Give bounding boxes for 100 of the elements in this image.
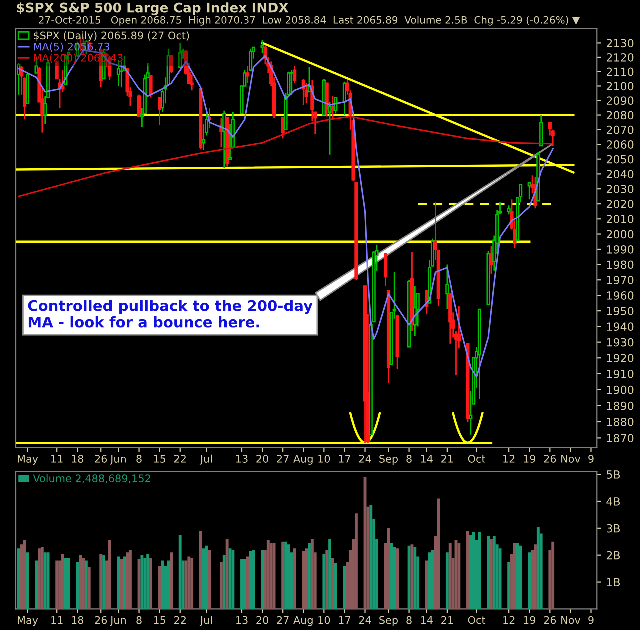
- bar: [150, 558, 152, 610]
- x-tick-label: 10: [318, 616, 330, 624]
- y-tick-label: 1980: [607, 260, 634, 270]
- y-tick-label: 1880: [607, 418, 634, 426]
- y-tick-label: 2050: [606, 155, 634, 164]
- bar: [220, 562, 223, 610]
- y-tick-label: 2070: [606, 126, 634, 134]
- bar: [310, 539, 314, 610]
- bar: [334, 563, 338, 610]
- bar: [414, 547, 417, 610]
- bar: [188, 556, 191, 610]
- candlestick: [540, 114, 544, 147]
- x-tick-label: 21: [442, 455, 454, 463]
- bar: [140, 555, 144, 610]
- bar: [170, 552, 174, 610]
- x-tick-label: 27: [277, 616, 289, 624]
- bar: [76, 562, 80, 610]
- bar: [88, 567, 91, 610]
- bar: [390, 543, 394, 610]
- bar: [120, 559, 124, 610]
- x-tick-label: 12: [504, 616, 515, 624]
- bar: [79, 555, 82, 610]
- bar: [513, 543, 516, 610]
- bar: [354, 514, 358, 610]
- x-tick-label: 20: [256, 616, 268, 624]
- bar: [328, 539, 332, 610]
- candlestick: [507, 204, 511, 216]
- bar: [552, 542, 555, 610]
- x-tick-label: 17: [339, 616, 350, 624]
- bar: [282, 542, 285, 610]
- x-tick-label: 15: [154, 616, 166, 624]
- bar: [249, 551, 252, 610]
- candlestick: [246, 65, 250, 84]
- bar: [370, 506, 373, 610]
- bar: [243, 559, 246, 610]
- bar: [82, 558, 85, 610]
- bar: [308, 543, 311, 610]
- bar: [293, 548, 296, 610]
- x-tick-label: 14: [421, 455, 433, 463]
- bar: [508, 562, 511, 610]
- x-tick-label: Jul: [200, 616, 212, 626]
- y-tick-label: 1890: [607, 402, 634, 410]
- chart-title: $SPX S&P 500 Large Cap Index INDX: [17, 2, 289, 16]
- bar: [240, 559, 244, 610]
- candlestick: [528, 182, 532, 200]
- bar: [23, 540, 26, 610]
- y-tick-label: 2000: [606, 230, 634, 239]
- x-tick-label: 20: [256, 455, 268, 463]
- x-tick-label: 8: [406, 455, 412, 463]
- bar: [146, 554, 150, 610]
- candlestick: [248, 48, 253, 72]
- x-tick-label: 17: [339, 455, 350, 463]
- bar: [246, 556, 250, 610]
- y-tick-label: 1920: [607, 354, 634, 362]
- y-tick-label: 1B: [607, 578, 620, 586]
- x-tick-label: 12: [504, 455, 515, 463]
- x-tick-label: 19: [524, 455, 536, 463]
- y-tick-label: 1930: [607, 338, 634, 347]
- bar: [446, 552, 449, 610]
- y-tick-label: 2B: [606, 551, 620, 560]
- annotation: Controlled pullback to the 200-day MA - look for a bounce here.: [28, 300, 313, 328]
- x-tick-label: 24: [359, 455, 372, 463]
- y-tick-label: 2040: [606, 170, 634, 179]
- x-tick-label: Sep: [380, 455, 398, 465]
- candlestick: [384, 253, 388, 287]
- bar: [202, 548, 206, 610]
- x-tick-label: 11: [52, 616, 63, 624]
- y-tick-label: 1990: [607, 245, 634, 254]
- bar: [199, 531, 202, 610]
- candlestick: [260, 40, 264, 54]
- y-tick-label: 5B: [607, 470, 620, 479]
- y-tick-label: 1950: [607, 307, 634, 316]
- x-tick-label: 8: [406, 616, 412, 624]
- x-tick-label: Sep: [380, 616, 398, 626]
- y-tick-label: 2100: [606, 82, 634, 91]
- x-tick-label: 11: [52, 455, 63, 463]
- candlestick: [490, 246, 494, 275]
- x-tick-label: 13: [236, 616, 248, 624]
- y-tick-label: 4B: [606, 498, 620, 506]
- x-tick-label: 9: [588, 455, 594, 463]
- x-tick-label: Aug: [294, 616, 313, 626]
- y-tick-label: 2130: [606, 39, 634, 48]
- y-tick-label: 1910: [607, 370, 634, 378]
- candlestick: [290, 70, 294, 96]
- bar: [64, 558, 68, 610]
- bar: [302, 551, 306, 610]
- bar: [466, 531, 470, 610]
- y-tick-label: 1900: [607, 386, 634, 394]
- y-tick-label: 2090: [606, 96, 634, 106]
- bar: [469, 535, 472, 610]
- candlestick: [178, 42, 182, 68]
- bar: [232, 550, 235, 610]
- bar: [190, 558, 194, 610]
- bar: [332, 558, 334, 610]
- x-tick-label: 26: [544, 616, 556, 624]
- x-tick-label: 14: [421, 616, 433, 624]
- candlestick: [228, 123, 232, 160]
- x-tick-label: Oct: [468, 455, 486, 463]
- legend-label: $SPX (Daily) 2065.89 (27 Oct): [34, 32, 190, 42]
- bar: [126, 552, 129, 610]
